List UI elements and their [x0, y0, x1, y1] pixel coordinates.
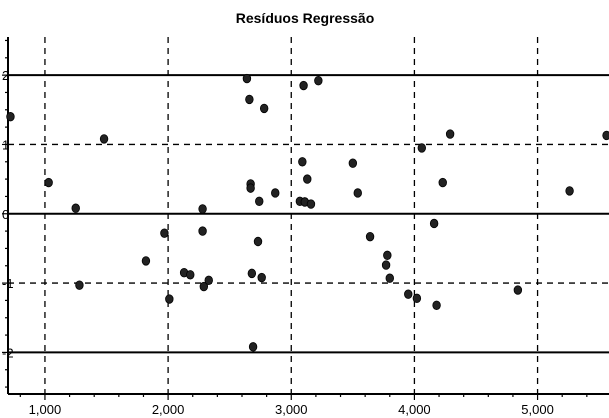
data-point: [257, 272, 266, 283]
data-point: [438, 177, 447, 188]
data-point: [303, 174, 312, 184]
data-point: [429, 218, 439, 229]
data-point: [242, 73, 252, 84]
data-point: [298, 157, 307, 167]
data-point: [160, 228, 169, 238]
data-point: [186, 270, 195, 280]
y-tick-label: -1: [2, 276, 14, 291]
x-tick-label: 3,000: [275, 402, 308, 417]
data-point: [255, 196, 264, 206]
data-point: [44, 177, 53, 188]
y-tick-label: 2: [2, 68, 9, 83]
x-tick-label: 5,000: [521, 402, 554, 417]
data-point: [141, 256, 151, 266]
chart-title: Resíduos Regressão: [236, 10, 375, 26]
data-point: [383, 250, 392, 261]
y-tick-label: 1: [2, 137, 9, 152]
data-point: [71, 203, 80, 213]
data-point: [75, 280, 84, 290]
data-point: [259, 103, 269, 114]
data-point: [348, 158, 358, 168]
tick-labels: 1,000 2,000 3,000 4,000 5,000 -2 -1 0 1 2: [2, 68, 554, 417]
data-point: [199, 281, 209, 292]
grid-lines: [8, 37, 609, 394]
data-point: [385, 273, 394, 283]
data-point: [299, 80, 308, 91]
data-point: [248, 342, 258, 352]
data-point: [365, 231, 375, 242]
data-point: [246, 183, 255, 193]
x-tick-label: 1,000: [29, 402, 62, 417]
data-point: [247, 268, 257, 279]
data-point: [204, 275, 213, 286]
data-point: [314, 75, 323, 86]
data-point: [602, 130, 609, 141]
data-point: [353, 188, 362, 198]
data-point: [565, 186, 574, 196]
data-point: [381, 260, 391, 270]
data-point: [165, 294, 174, 304]
y-tick-label: 0: [2, 207, 9, 222]
x-tick-label: 2,000: [152, 402, 185, 417]
data-point: [245, 94, 254, 105]
data-point: [99, 134, 109, 144]
data-point: [253, 236, 263, 247]
data-point: [306, 199, 316, 209]
data-point: [417, 143, 427, 153]
data-point: [271, 188, 280, 198]
data-point: [432, 300, 441, 310]
data-point: [6, 112, 15, 122]
data-point: [445, 129, 455, 139]
data-point: [198, 204, 207, 214]
data-point: [198, 226, 207, 236]
data-point: [404, 289, 413, 299]
axes: [2, 37, 609, 400]
y-tick-label: -2: [2, 345, 14, 360]
data-point: [513, 285, 523, 295]
x-tick-label: 4,000: [398, 402, 431, 417]
data-points: [6, 73, 609, 352]
data-point: [412, 293, 422, 304]
